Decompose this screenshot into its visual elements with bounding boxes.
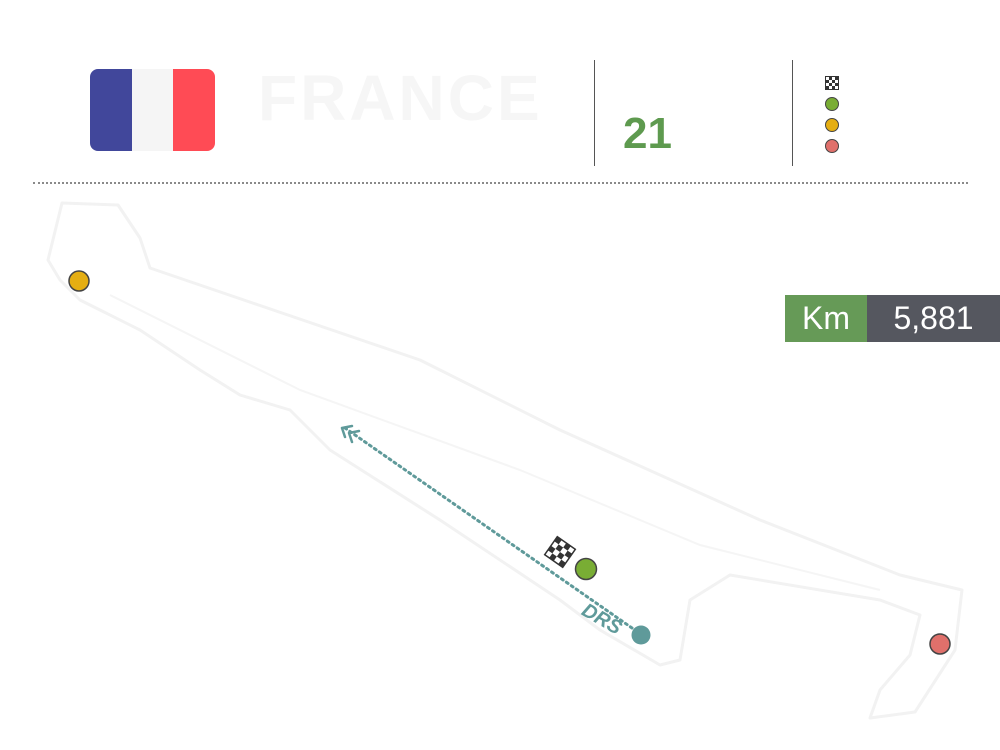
drs-arrow-icon	[340, 424, 361, 444]
legend-item	[825, 135, 849, 156]
legend-item	[825, 114, 849, 135]
track-length-badge: Km 5,881	[785, 295, 1000, 342]
sector-marker-green	[574, 557, 598, 581]
country-name: FRANCE	[258, 62, 543, 134]
country-flag	[90, 69, 215, 151]
header-separator	[792, 60, 793, 166]
length-value: 5,881	[867, 295, 1000, 342]
yellow-dot-icon	[825, 117, 839, 132]
green-dot-icon	[825, 96, 839, 111]
legend-item	[825, 93, 849, 114]
red-dot-icon	[825, 138, 839, 153]
header-separator	[594, 60, 595, 166]
flag-stripe-red	[173, 69, 215, 151]
checkered-flag-icon	[825, 75, 839, 90]
flag-stripe-blue	[90, 69, 132, 151]
legend-item	[825, 72, 849, 93]
legend	[825, 72, 849, 156]
drs-zone-line	[343, 426, 634, 630]
header-divider	[33, 182, 968, 184]
flag-stripe-white	[131, 69, 174, 151]
circuit-outline	[46, 201, 964, 720]
circuit-outline-inner	[109, 294, 881, 591]
sector-marker-red	[929, 633, 951, 655]
sector-marker-yellow	[68, 270, 90, 292]
length-unit: Km	[785, 295, 867, 342]
drs-detection-marker	[631, 625, 651, 645]
round-number: 21	[623, 109, 672, 158]
checkered-flag-icon	[543, 535, 577, 569]
